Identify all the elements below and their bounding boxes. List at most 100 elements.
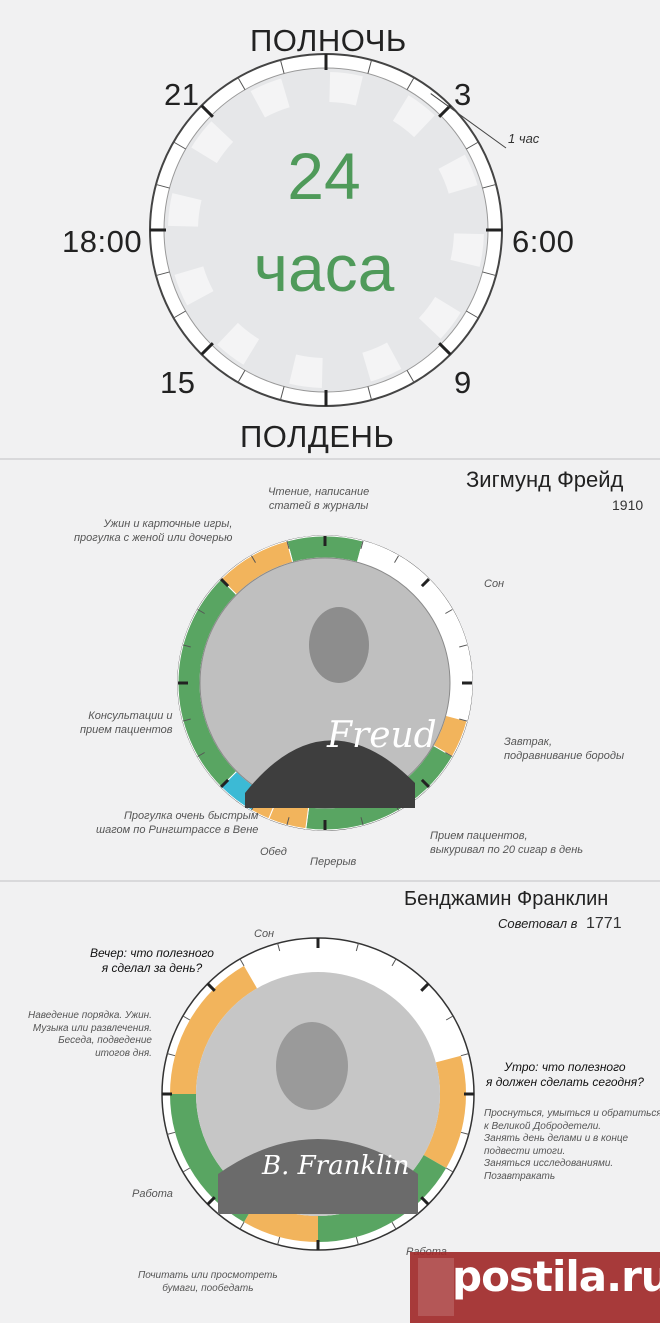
hour-tick xyxy=(406,370,415,383)
separator xyxy=(0,458,660,460)
hour-tick xyxy=(445,609,453,614)
hour-tick xyxy=(206,982,216,992)
hour-tick xyxy=(445,1167,454,1173)
hour-tick xyxy=(482,183,497,189)
hour-tick xyxy=(167,1131,176,1135)
franklin-evening-question: Вечер: что полезного я сделал за день? xyxy=(90,946,214,975)
hour-tick xyxy=(286,540,290,549)
label-midnight: ПОЛНОЧЬ xyxy=(250,23,407,58)
hour-tick xyxy=(420,577,431,588)
hour-tick xyxy=(420,982,430,992)
hour-tick xyxy=(420,778,431,789)
hour-tick xyxy=(182,718,191,722)
label-3: 3 xyxy=(454,77,472,112)
hour-tick xyxy=(367,59,373,74)
hour-tick xyxy=(445,752,453,757)
note-pointer xyxy=(430,93,507,149)
label-one-hour: 1 час xyxy=(508,131,540,146)
hour-tick xyxy=(182,1015,191,1021)
hour-tick xyxy=(182,644,191,648)
freud-label-lunch: Обед xyxy=(260,846,287,858)
hour-tick xyxy=(277,943,281,952)
hour-segment xyxy=(250,78,290,118)
center-number: 24 xyxy=(287,139,361,213)
franklin-panel: B. Franklin Бенджамин Франклин Советовал… xyxy=(0,882,660,1323)
franklin-label-work-left: Работа xyxy=(132,1188,173,1200)
hour-tick xyxy=(155,271,170,277)
freud-label-sleep: Сон xyxy=(484,578,505,590)
hour-tick xyxy=(173,310,186,319)
hour-tick xyxy=(466,310,479,319)
freud-label-patients: Прием пациентов, выкуривал по 20 сигар в… xyxy=(430,830,584,856)
hour-tick xyxy=(360,817,364,826)
center-word: часа xyxy=(253,231,395,305)
freud-label-reading: Чтение, написание статей в журналы xyxy=(268,486,370,512)
freud-label-breakfast: Завтрак, подравнивание бороды xyxy=(504,736,625,762)
hour-tick xyxy=(279,59,285,74)
hour-tick xyxy=(406,77,415,90)
hour-tick xyxy=(355,1236,359,1245)
franklin-label-morning: Проснуться, умыться и обратиться к Велик… xyxy=(484,1108,660,1182)
hour-tick xyxy=(251,555,256,563)
hour-tick xyxy=(459,718,468,722)
freud-label-walk: Прогулка очень быстрым шагом по Рингштра… xyxy=(96,810,259,836)
hour-tick xyxy=(200,104,214,118)
hour-tick xyxy=(460,1131,469,1135)
hour-segment xyxy=(392,95,435,138)
portrait-head xyxy=(309,607,369,683)
hour-segment xyxy=(289,354,323,388)
freud-portrait: Freud xyxy=(199,557,451,809)
hour-tick xyxy=(197,752,205,757)
hour-tick xyxy=(206,1196,216,1206)
hour-tick xyxy=(394,555,399,563)
label-9: 9 xyxy=(454,365,472,400)
franklin-morning-question: Утро: что полезного я должен сделать сег… xyxy=(486,1060,644,1089)
hour-tick xyxy=(197,609,205,614)
freud-name: Зигмунд Фрейд xyxy=(466,467,624,492)
watermark: postila.ru xyxy=(452,1252,660,1301)
freud-signature: Freud xyxy=(326,715,437,756)
hour-tick xyxy=(237,77,246,90)
freud-panel: Freud Зигмунд Фрейд 1910 Чтение, написан… xyxy=(0,460,660,880)
franklin-label-work-right: Работа xyxy=(406,1246,447,1258)
franklin-label-sleep: Сон xyxy=(254,928,275,940)
freud-label-breaks: Перерыв xyxy=(310,856,357,868)
portrait-head xyxy=(276,1022,348,1110)
hour-segment xyxy=(217,322,260,365)
freud-ring: Freud xyxy=(177,535,473,831)
hour-tick xyxy=(391,958,397,967)
hour-segment xyxy=(362,342,402,382)
franklin-label-evening: Наведение порядка. Ужин. Музыка или разв… xyxy=(28,1010,152,1059)
hour-tick xyxy=(277,1236,281,1245)
hour-segment xyxy=(191,121,234,164)
hour-tick xyxy=(173,141,186,150)
franklin-ring: B. Franklin xyxy=(161,937,475,1251)
portrait-body xyxy=(245,740,415,808)
hour-tick xyxy=(438,104,452,118)
franklin-label-read: Почитать или просмотреть бумаги, пообеда… xyxy=(138,1270,278,1294)
freud-label-consult: Консультации и прием пациентов xyxy=(80,710,173,736)
hour-tick xyxy=(360,540,364,549)
hour-tick xyxy=(355,943,359,952)
hour-tick xyxy=(219,778,230,789)
hour-segment xyxy=(174,266,214,306)
franklin-segment xyxy=(170,965,257,1094)
label-noon: ПОЛДЕНЬ xyxy=(240,419,395,454)
label-6: 6:00 xyxy=(512,224,575,259)
hour-tick xyxy=(367,386,373,401)
hour-tick xyxy=(420,1196,430,1206)
hour-tick xyxy=(482,271,497,277)
clock-face xyxy=(149,53,507,407)
hour-tick xyxy=(460,1053,469,1057)
hour-segment xyxy=(329,72,363,106)
hour-tick xyxy=(239,1221,245,1230)
hour-tick xyxy=(391,1221,397,1230)
hour-tick xyxy=(239,958,245,967)
hour-segment xyxy=(418,296,461,339)
hour-segment xyxy=(450,233,484,267)
hour-tick xyxy=(459,644,468,648)
hour-tick xyxy=(445,1015,454,1021)
label-15: 15 xyxy=(160,365,196,400)
freud-year: 1910 xyxy=(612,497,644,513)
franklin-portrait: B. Franklin xyxy=(196,972,440,1216)
